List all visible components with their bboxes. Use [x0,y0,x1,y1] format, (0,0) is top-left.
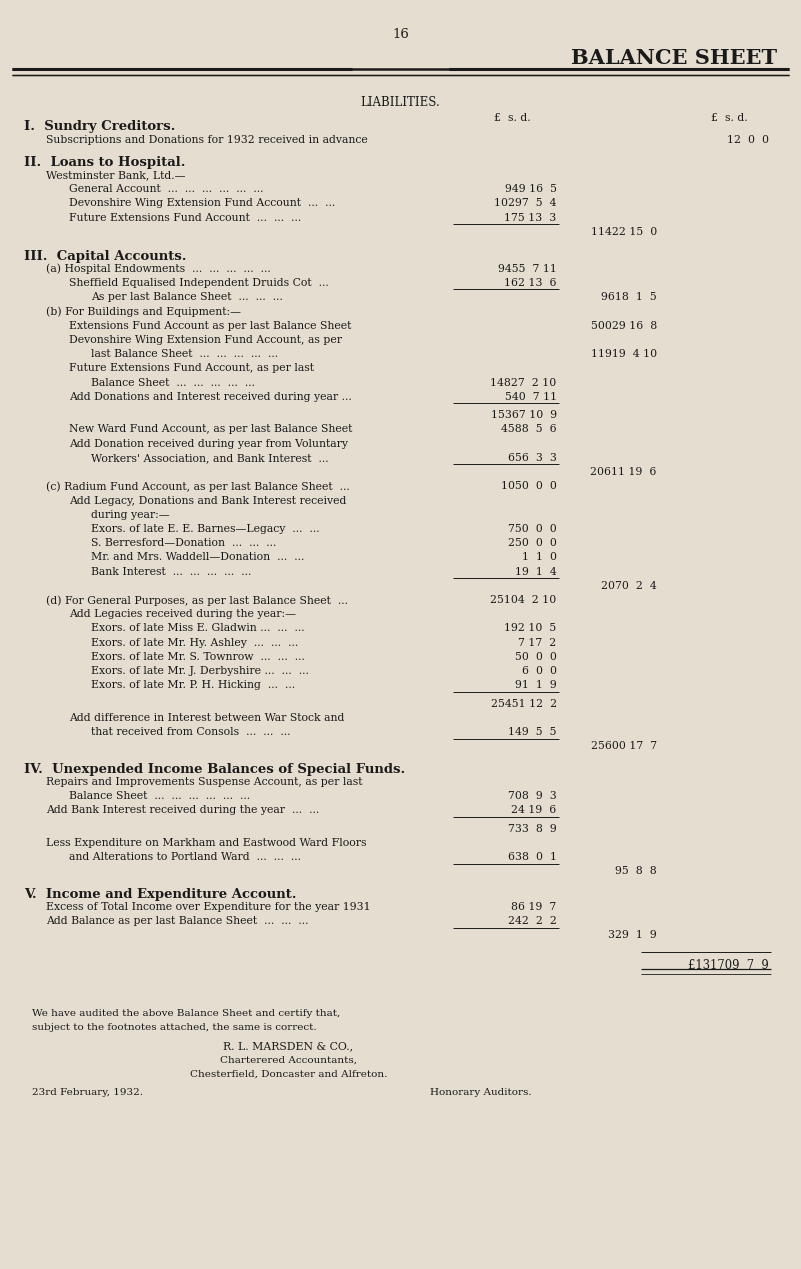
Text: Future Extensions Fund Account  ...  ...  ...: Future Extensions Fund Account ... ... .… [69,213,301,222]
Text: R. L. MARSDEN & CO.,: R. L. MARSDEN & CO., [223,1042,353,1051]
Text: 149  5  5: 149 5 5 [508,727,557,737]
Text: General Account  ...  ...  ...  ...  ...  ...: General Account ... ... ... ... ... ... [69,184,264,194]
Text: 242  2  2: 242 2 2 [508,916,557,926]
Text: 24 19  6: 24 19 6 [512,806,557,816]
Text: 162 13  6: 162 13 6 [504,278,557,288]
Text: 10297  5  4: 10297 5 4 [494,198,557,208]
Text: 25600 17  7: 25600 17 7 [590,741,657,751]
Text: Exors. of late Mr. J. Derbyshire ...  ...  ...: Exors. of late Mr. J. Derbyshire ... ...… [91,666,309,676]
Text: 1  1  0: 1 1 0 [521,552,557,562]
Text: Subscriptions and Donations for 1932 received in advance: Subscriptions and Donations for 1932 rec… [46,135,368,145]
Text: I.  Sundry Creditors.: I. Sundry Creditors. [24,121,175,133]
Text: Exors. of late Mr. S. Townrow  ...  ...  ...: Exors. of late Mr. S. Townrow ... ... ..… [91,652,305,662]
Text: III.  Capital Accounts.: III. Capital Accounts. [24,250,187,263]
Text: 23rd February, 1932.: 23rd February, 1932. [32,1089,143,1098]
Text: (b) For Buildings and Equipment:—: (b) For Buildings and Equipment:— [46,307,241,317]
Text: 192 10  5: 192 10 5 [505,623,557,633]
Text: Excess of Total Income over Expenditure for the year 1931: Excess of Total Income over Expenditure … [46,902,371,912]
Text: 733  8  9: 733 8 9 [508,824,557,834]
Text: 50  0  0: 50 0 0 [515,652,557,662]
Text: Extensions Fund Account as per last Balance Sheet: Extensions Fund Account as per last Bala… [69,321,352,331]
Text: BALANCE SHEET: BALANCE SHEET [571,48,777,67]
Text: Add Bank Interest received during the year  ...  ...: Add Bank Interest received during the ye… [46,806,320,816]
Text: 11422 15  0: 11422 15 0 [590,227,657,237]
Text: II.  Loans to Hospital.: II. Loans to Hospital. [24,156,186,169]
Text: last Balance Sheet  ...  ...  ...  ...  ...: last Balance Sheet ... ... ... ... ... [91,349,279,359]
Text: 250  0  0: 250 0 0 [508,538,557,548]
Text: As per last Balance Sheet  ...  ...  ...: As per last Balance Sheet ... ... ... [91,292,284,302]
Text: 1050  0  0: 1050 0 0 [501,481,557,491]
Text: 19  1  4: 19 1 4 [515,566,557,576]
Text: 540  7 11: 540 7 11 [505,392,557,402]
Text: S. Berresford—Donation  ...  ...  ...: S. Berresford—Donation ... ... ... [91,538,276,548]
Text: 25104  2 10: 25104 2 10 [490,595,557,605]
Text: £131709  7  9: £131709 7 9 [688,959,769,972]
Text: Mr. and Mrs. Waddell—Donation  ...  ...: Mr. and Mrs. Waddell—Donation ... ... [91,552,304,562]
Text: Balance Sheet  ...  ...  ...  ...  ...  ...: Balance Sheet ... ... ... ... ... ... [69,791,250,801]
Text: 86 19  7: 86 19 7 [512,902,557,912]
Text: 95  8  8: 95 8 8 [615,867,657,877]
Text: 656  3  3: 656 3 3 [508,453,557,463]
Text: Add Balance as per last Balance Sheet  ...  ...  ...: Add Balance as per last Balance Sheet ..… [46,916,309,926]
Text: 4588  5  6: 4588 5 6 [501,424,557,434]
Text: during year:—: during year:— [91,510,170,520]
Text: Chesterfield, Doncaster and Alfreton.: Chesterfield, Doncaster and Alfreton. [190,1070,387,1079]
Text: 7 17  2: 7 17 2 [518,637,557,647]
Text: (c) Radium Fund Account, as per last Balance Sheet  ...: (c) Radium Fund Account, as per last Bal… [46,481,350,492]
Text: 6  0  0: 6 0 0 [521,666,557,676]
Text: Exors. of late Mr. P. H. Hicking  ...  ...: Exors. of late Mr. P. H. Hicking ... ... [91,680,296,690]
Text: £  s. d.: £ s. d. [710,113,747,123]
Text: Charterered Accountants,: Charterered Accountants, [219,1056,357,1065]
Text: 708  9  3: 708 9 3 [508,791,557,801]
Text: Less Expenditure on Markham and Eastwood Ward Floors: Less Expenditure on Markham and Eastwood… [46,838,367,848]
Text: Future Extensions Fund Account, as per last: Future Extensions Fund Account, as per l… [69,363,314,373]
Text: 25451 12  2: 25451 12 2 [490,699,557,709]
Text: We have audited the above Balance Sheet and certify that,: We have audited the above Balance Sheet … [32,1009,340,1018]
Text: 638  0  1: 638 0 1 [508,853,557,862]
Text: IV.  Unexpended Income Balances of Special Funds.: IV. Unexpended Income Balances of Specia… [24,763,405,775]
Text: Exors. of late Mr. Hy. Ashley  ...  ...  ...: Exors. of late Mr. Hy. Ashley ... ... ..… [91,637,299,647]
Text: 14827  2 10: 14827 2 10 [490,378,557,387]
Text: subject to the footnotes attached, the same is correct.: subject to the footnotes attached, the s… [32,1023,316,1032]
Text: (a) Hospital Endowments  ...  ...  ...  ...  ...: (a) Hospital Endowments ... ... ... ... … [46,264,272,274]
Text: 16: 16 [392,28,409,41]
Text: 949 16  5: 949 16 5 [505,184,557,194]
Text: 2070  2  4: 2070 2 4 [601,581,657,591]
Text: Westminster Bank, Ltd.—: Westminster Bank, Ltd.— [46,170,186,180]
Text: Add Donation received during year from Voluntary: Add Donation received during year from V… [69,439,348,449]
Text: 9618  1  5: 9618 1 5 [601,292,657,302]
Text: Exors. of late E. E. Barnes—Legacy  ...  ...: Exors. of late E. E. Barnes—Legacy ... .… [91,524,320,534]
Text: Add Donations and Interest received during year ...: Add Donations and Interest received duri… [69,392,352,402]
Text: that received from Consols  ...  ...  ...: that received from Consols ... ... ... [91,727,291,737]
Text: 50029 16  8: 50029 16 8 [590,321,657,331]
Text: and Alterations to Portland Ward  ...  ...  ...: and Alterations to Portland Ward ... ...… [69,853,301,862]
Text: 175 13  3: 175 13 3 [505,213,557,222]
Text: 329  1  9: 329 1 9 [608,930,657,940]
Text: Add Legacy, Donations and Bank Interest received: Add Legacy, Donations and Bank Interest … [69,495,346,505]
Text: Workers' Association, and Bank Interest  ...: Workers' Association, and Bank Interest … [91,453,329,463]
Text: £  s. d.: £ s. d. [494,113,531,123]
Text: Bank Interest  ...  ...  ...  ...  ...: Bank Interest ... ... ... ... ... [91,566,252,576]
Text: 9455  7 11: 9455 7 11 [497,264,557,274]
Text: 20611 19  6: 20611 19 6 [590,467,657,477]
Text: LIABILITIES.: LIABILITIES. [360,96,441,109]
Text: Balance Sheet  ...  ...  ...  ...  ...: Balance Sheet ... ... ... ... ... [91,378,256,387]
Text: Add difference in Interest between War Stock and: Add difference in Interest between War S… [69,713,344,723]
Text: Repairs and Improvements Suspense Account, as per last: Repairs and Improvements Suspense Accoun… [46,777,363,787]
Text: 12  0  0: 12 0 0 [727,135,769,145]
Text: Sheffield Equalised Independent Druids Cot  ...: Sheffield Equalised Independent Druids C… [69,278,328,288]
Text: 750  0  0: 750 0 0 [508,524,557,534]
Text: New Ward Fund Account, as per last Balance Sheet: New Ward Fund Account, as per last Balan… [69,424,352,434]
Text: Exors. of late Miss E. Gladwin ...  ...  ...: Exors. of late Miss E. Gladwin ... ... .… [91,623,305,633]
Text: V.  Income and Expenditure Account.: V. Income and Expenditure Account. [24,888,296,901]
Text: Devonshire Wing Extension Fund Account  ...  ...: Devonshire Wing Extension Fund Account .… [69,198,335,208]
Text: (d) For General Purposes, as per last Balance Sheet  ...: (d) For General Purposes, as per last Ba… [46,595,348,605]
Text: Honorary Auditors.: Honorary Auditors. [430,1089,531,1098]
Text: Devonshire Wing Extension Fund Account, as per: Devonshire Wing Extension Fund Account, … [69,335,342,345]
Text: 11919  4 10: 11919 4 10 [590,349,657,359]
Text: 15367 10  9: 15367 10 9 [490,410,557,420]
Text: 91  1  9: 91 1 9 [515,680,557,690]
Text: Add Legacies received during the year:—: Add Legacies received during the year:— [69,609,296,619]
